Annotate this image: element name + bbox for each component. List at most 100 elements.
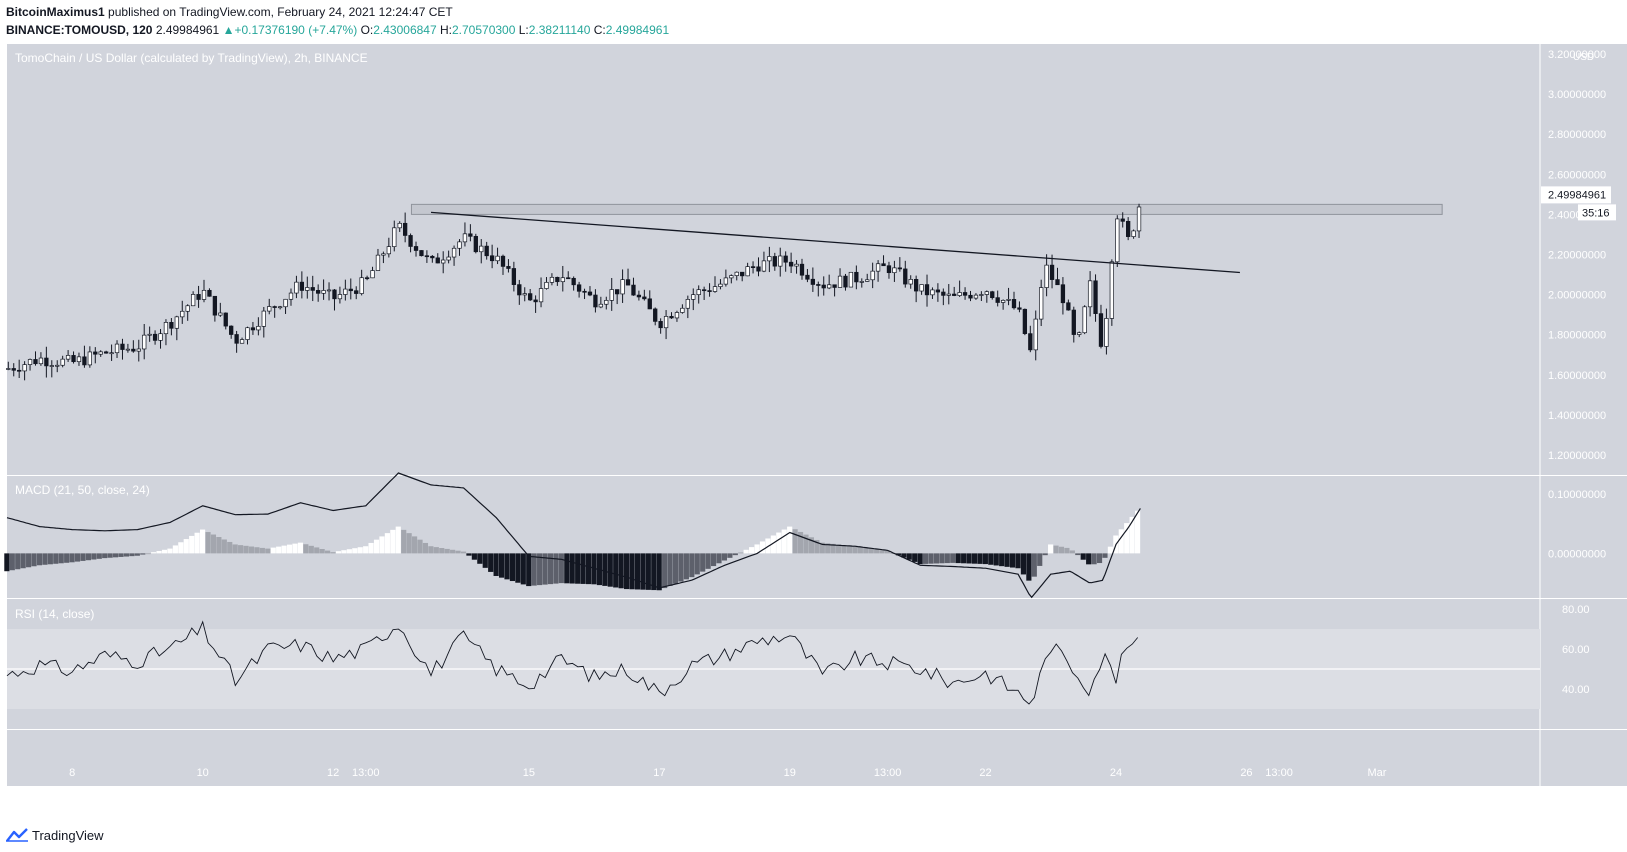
low-label: L: bbox=[518, 23, 529, 37]
descending-trendline bbox=[430, 211, 1240, 274]
candle-body bbox=[1044, 264, 1049, 288]
candle bbox=[93, 347, 98, 364]
macd-histogram-bar bbox=[531, 553, 537, 586]
macd-histogram-bar bbox=[1075, 553, 1081, 556]
candle bbox=[22, 361, 27, 381]
candle-body bbox=[663, 316, 669, 329]
candle bbox=[718, 279, 723, 290]
candle bbox=[381, 251, 386, 264]
tradingview-logo-icon[interactable] bbox=[6, 828, 28, 842]
candle bbox=[875, 260, 881, 282]
time-axis[interactable] bbox=[7, 730, 1540, 786]
macd-histogram-bar bbox=[1091, 553, 1097, 565]
candle bbox=[316, 284, 321, 302]
macd-histogram-bar bbox=[939, 553, 945, 564]
candle-body bbox=[750, 266, 756, 268]
candle-body bbox=[489, 255, 495, 262]
candle-body bbox=[843, 275, 848, 288]
author-name[interactable]: BitcoinMaximus1 bbox=[6, 5, 105, 19]
candle-body bbox=[854, 271, 859, 283]
macd-histogram-bar bbox=[341, 550, 347, 554]
price-tick-label: 2.80000000 bbox=[1548, 129, 1606, 141]
macd-histogram-bar bbox=[129, 553, 135, 557]
macd-histogram-bar bbox=[901, 553, 907, 558]
macd-histogram-bar bbox=[624, 553, 630, 590]
macd-histogram-bar bbox=[466, 553, 472, 556]
candle-body bbox=[6, 368, 11, 370]
candle bbox=[305, 276, 310, 299]
macd-title: MACD (21, 50, close, 24) bbox=[15, 483, 150, 497]
macd-histogram-bar bbox=[1107, 546, 1113, 554]
macd-histogram-bar bbox=[167, 548, 173, 554]
macd-histogram-bar bbox=[846, 545, 853, 554]
macd-histogram-bar bbox=[26, 553, 32, 568]
macd-histogram-bar bbox=[564, 553, 570, 584]
candle bbox=[827, 274, 832, 290]
candle bbox=[734, 271, 739, 281]
candle-body bbox=[337, 294, 343, 300]
candle bbox=[892, 260, 897, 282]
price-axis[interactable] bbox=[1540, 44, 1627, 786]
candle-body bbox=[305, 287, 310, 291]
candle-body bbox=[1066, 302, 1071, 311]
macd-histogram-bar bbox=[36, 553, 43, 566]
time-tick-label: Mar bbox=[1367, 767, 1386, 779]
candle-body bbox=[473, 235, 478, 253]
candle-body bbox=[832, 284, 837, 288]
candle bbox=[674, 310, 680, 322]
macd-histogram-bar bbox=[509, 553, 516, 582]
candle-body bbox=[555, 276, 560, 283]
symbol-label[interactable]: BINANCE:TOMOUSD, 120 bbox=[6, 23, 153, 37]
candle bbox=[468, 224, 473, 242]
rsi-tick-label: 80.00 bbox=[1562, 604, 1590, 616]
time-tick-label: 24 bbox=[1110, 767, 1122, 779]
candle bbox=[691, 288, 696, 311]
candle bbox=[740, 271, 745, 282]
candle bbox=[848, 271, 854, 288]
candle-body bbox=[805, 274, 810, 280]
candle bbox=[27, 358, 33, 371]
macd-histogram-bar bbox=[781, 529, 787, 554]
chart-area[interactable]: TomoChain / US Dollar (calculated by Tra… bbox=[0, 44, 1627, 820]
candle-body bbox=[1109, 261, 1114, 319]
candle-body bbox=[696, 289, 701, 296]
macd-histogram-bar bbox=[47, 553, 53, 565]
candle-body bbox=[229, 325, 234, 335]
macd-histogram-bar bbox=[721, 553, 728, 561]
candle bbox=[680, 304, 685, 314]
time-tick-label: 12 bbox=[327, 767, 339, 779]
candle bbox=[886, 261, 892, 279]
macd-histogram-bar bbox=[727, 553, 733, 558]
candle-body bbox=[701, 289, 707, 292]
macd-histogram-bar bbox=[836, 544, 842, 554]
candle bbox=[261, 307, 266, 338]
candle bbox=[1126, 217, 1131, 241]
tradingview-brand[interactable]: TradingView bbox=[32, 827, 104, 843]
price-axis-ticks: 3.20000000 3.00000000 2.80000000 2.60000000… bbox=[1548, 49, 1606, 462]
macd-histogram-bar bbox=[1037, 553, 1043, 566]
candle-body bbox=[528, 293, 533, 301]
candle bbox=[1011, 291, 1017, 310]
candle bbox=[1055, 267, 1060, 286]
candle-body bbox=[38, 357, 44, 365]
candle-body bbox=[990, 291, 995, 299]
candle bbox=[239, 337, 245, 344]
macd-histogram-bar bbox=[471, 553, 477, 560]
macd-histogram-bar bbox=[292, 543, 298, 554]
candle-body bbox=[413, 246, 419, 251]
candle bbox=[745, 262, 750, 277]
candle bbox=[636, 290, 642, 301]
price-tick-label: 2.00000000 bbox=[1548, 290, 1606, 302]
time-tick-label: 8 bbox=[69, 767, 75, 779]
candle bbox=[49, 360, 54, 378]
candle bbox=[990, 290, 995, 300]
candle bbox=[283, 298, 288, 314]
candle bbox=[180, 300, 185, 324]
macd-histogram-bar bbox=[526, 553, 532, 587]
macd-histogram-bar bbox=[993, 553, 999, 566]
candle-body bbox=[935, 289, 941, 293]
candle bbox=[935, 283, 941, 302]
published-text: published on TradingView.com, February 2… bbox=[108, 5, 453, 19]
candle-body bbox=[669, 316, 674, 319]
macd-histogram-bar bbox=[265, 548, 271, 554]
